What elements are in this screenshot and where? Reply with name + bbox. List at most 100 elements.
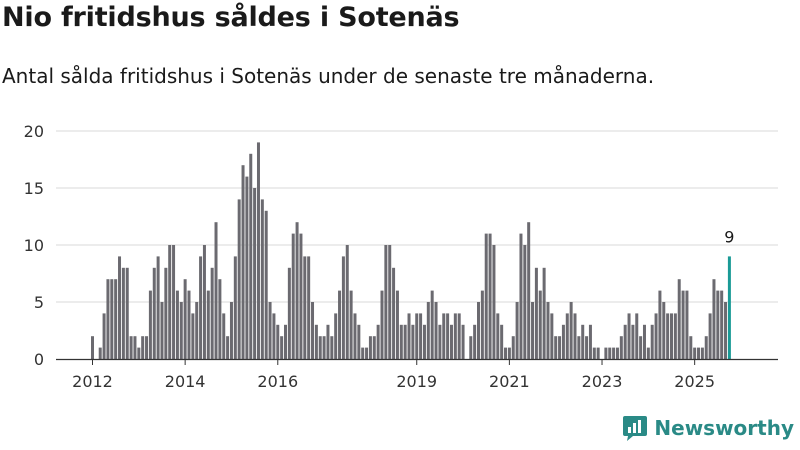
bar — [473, 324, 477, 359]
bar — [565, 313, 569, 359]
bar — [268, 302, 272, 359]
bar — [345, 245, 349, 359]
bar — [585, 336, 589, 359]
bar — [365, 347, 369, 359]
bar — [708, 313, 712, 359]
bar — [712, 279, 716, 359]
bar — [226, 336, 230, 359]
bar — [129, 336, 133, 359]
bar — [357, 324, 361, 359]
bar — [233, 256, 237, 359]
bar — [125, 267, 129, 359]
bar — [276, 324, 280, 359]
bar — [179, 302, 183, 359]
bar — [384, 245, 388, 359]
bar — [666, 313, 670, 359]
bar — [403, 324, 407, 359]
bar — [689, 336, 693, 359]
bar — [141, 336, 145, 359]
bar — [480, 290, 484, 359]
bar — [256, 142, 260, 359]
bar — [411, 324, 415, 359]
bar — [145, 336, 149, 359]
x-tick-label: 2025 — [674, 372, 715, 391]
bar — [121, 267, 125, 359]
bar — [330, 336, 334, 359]
bar — [206, 290, 210, 359]
bar — [700, 347, 704, 359]
bar — [118, 256, 122, 359]
bar — [704, 336, 708, 359]
bar — [106, 279, 110, 359]
bar — [307, 256, 311, 359]
bar — [569, 302, 573, 359]
bar — [523, 245, 527, 359]
bar — [681, 290, 685, 359]
bar — [422, 324, 426, 359]
bar — [287, 267, 291, 359]
bar — [677, 279, 681, 359]
bar — [368, 336, 372, 359]
bar — [612, 347, 616, 359]
bar — [407, 313, 411, 359]
bar — [114, 279, 118, 359]
bar — [318, 336, 322, 359]
bar — [658, 290, 662, 359]
bar — [430, 290, 434, 359]
bar — [697, 347, 701, 359]
bar — [392, 267, 396, 359]
bar — [202, 245, 206, 359]
x-tick-label: 2016 — [257, 372, 298, 391]
bar — [596, 347, 600, 359]
x-tick-label: 2021 — [489, 372, 530, 391]
bar — [241, 165, 245, 359]
bar — [148, 290, 152, 359]
bar — [376, 324, 380, 359]
bar — [500, 324, 504, 359]
bar — [716, 290, 720, 359]
bar — [338, 290, 342, 359]
bar — [453, 313, 457, 359]
bar — [253, 188, 257, 359]
bar — [137, 347, 141, 359]
bar — [249, 153, 253, 359]
bar — [245, 176, 249, 359]
bar — [388, 245, 392, 359]
bar — [724, 302, 728, 359]
bar — [264, 210, 268, 359]
bar — [592, 347, 596, 359]
bar — [415, 313, 419, 359]
chart-subtitle: Antal sålda fritidshus i Sotenäs under d… — [2, 64, 655, 88]
bar — [222, 313, 226, 359]
bar — [588, 324, 592, 359]
bar — [527, 222, 531, 359]
bar — [488, 233, 492, 359]
bar — [152, 267, 156, 359]
bar — [646, 347, 650, 359]
bar — [291, 233, 295, 359]
bar — [531, 302, 535, 359]
y-tick-label: 5 — [34, 293, 44, 312]
bar — [511, 336, 515, 359]
bar — [395, 290, 399, 359]
bar — [504, 347, 508, 359]
bar — [469, 336, 473, 359]
bar — [284, 324, 287, 359]
y-tick-label: 15 — [24, 179, 44, 198]
bar — [720, 290, 724, 359]
bar — [341, 256, 345, 359]
bar — [299, 233, 303, 359]
bar — [627, 313, 631, 359]
bar — [519, 233, 523, 359]
bar — [496, 313, 500, 359]
bar — [156, 256, 160, 359]
bar — [210, 267, 214, 359]
x-tick-label: 2019 — [396, 372, 437, 391]
bar — [577, 336, 581, 359]
logo-text: Newsworthy — [654, 416, 794, 440]
bar — [91, 336, 94, 359]
bar — [191, 313, 195, 359]
newsworthy-chart-logo-icon — [623, 416, 648, 441]
bar — [546, 302, 550, 359]
